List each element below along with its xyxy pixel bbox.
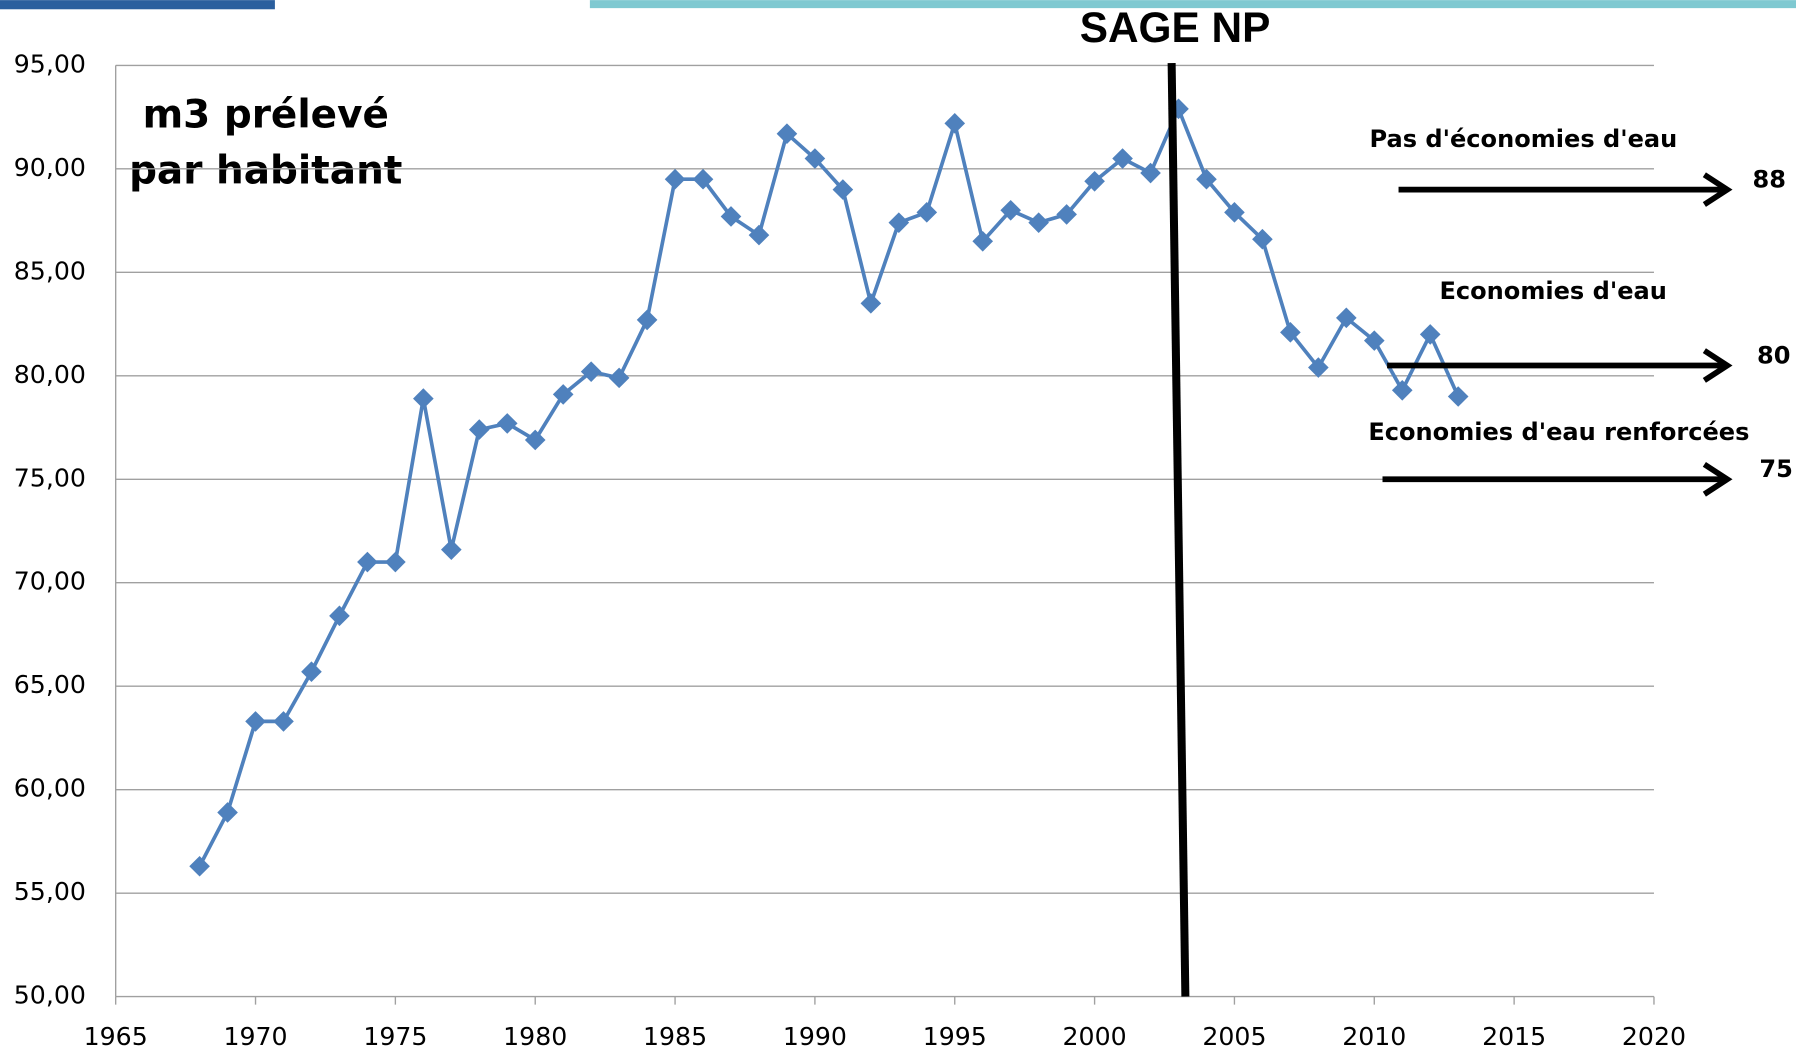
marker [1140, 163, 1161, 184]
marker [944, 113, 965, 134]
x-tick-label: 1985 [643, 1022, 707, 1051]
x-tick-label: 2015 [1482, 1022, 1546, 1051]
marker [189, 856, 210, 877]
marker [665, 169, 686, 190]
y-tick-label: 70,00 [14, 567, 86, 596]
marker [385, 552, 406, 573]
marker [301, 661, 322, 682]
marker [889, 212, 910, 233]
marker [861, 293, 882, 314]
y-tick-label: 50,00 [14, 981, 86, 1010]
marker [441, 539, 462, 560]
marker [1448, 386, 1469, 407]
x-tick-label: 1990 [783, 1022, 847, 1051]
header-image [0, 0, 275, 9]
chart: m3 prélevé par habitant 50,00 55,00 60,00 6… [0, 0, 1796, 1054]
marker [329, 606, 350, 627]
marker [245, 711, 266, 732]
x-tick-label: 2000 [1063, 1022, 1127, 1051]
x-tick-label: 1970 [223, 1022, 287, 1051]
annotation-label: Economies d'eau [1439, 277, 1666, 305]
x-tick-label: 2005 [1202, 1022, 1266, 1051]
y-tick-label: 85,00 [14, 256, 86, 285]
x-tick-label: 1980 [503, 1022, 567, 1051]
marker [609, 368, 630, 389]
y-tick-label: 95,00 [14, 49, 86, 78]
y-tick-label: 75,00 [14, 463, 86, 492]
marker [637, 310, 658, 331]
y-tick-label: 55,00 [14, 877, 86, 906]
annotation-label: Pas d'économies d'eau [1370, 125, 1678, 153]
marker [1028, 212, 1049, 233]
y-tick-label: 65,00 [14, 670, 86, 699]
marker [469, 419, 490, 440]
x-tick-label: 1965 [84, 1022, 148, 1051]
x-tick-label: 1995 [923, 1022, 987, 1051]
y-tick-label: 60,00 [14, 774, 86, 803]
x-tick-label: 2010 [1342, 1022, 1406, 1051]
marker [525, 430, 546, 451]
chart-title: par habitant [129, 149, 402, 194]
annotation-value: 75 [1759, 455, 1792, 483]
marker [1420, 324, 1441, 345]
marker [497, 413, 518, 434]
y-tick-label: 90,00 [14, 153, 86, 182]
marker [916, 202, 937, 223]
reference-label: SAGE NP [1080, 4, 1271, 51]
x-tick-label: 2020 [1622, 1022, 1686, 1051]
annotation-value: 80 [1757, 341, 1790, 369]
marker [1392, 380, 1413, 401]
y-tick-label: 80,00 [14, 360, 86, 389]
marker [749, 225, 770, 246]
marker [273, 711, 294, 732]
marker [413, 388, 434, 409]
marker [217, 802, 238, 823]
annotation-value: 88 [1752, 165, 1785, 193]
annotation-label: Economies d'eau renforcées [1368, 418, 1749, 446]
series-line [200, 109, 1459, 866]
x-tick-label: 1975 [363, 1022, 427, 1051]
chart-title: m3 prélevé [143, 92, 389, 137]
marker [357, 552, 378, 573]
reference-line [1172, 63, 1186, 997]
